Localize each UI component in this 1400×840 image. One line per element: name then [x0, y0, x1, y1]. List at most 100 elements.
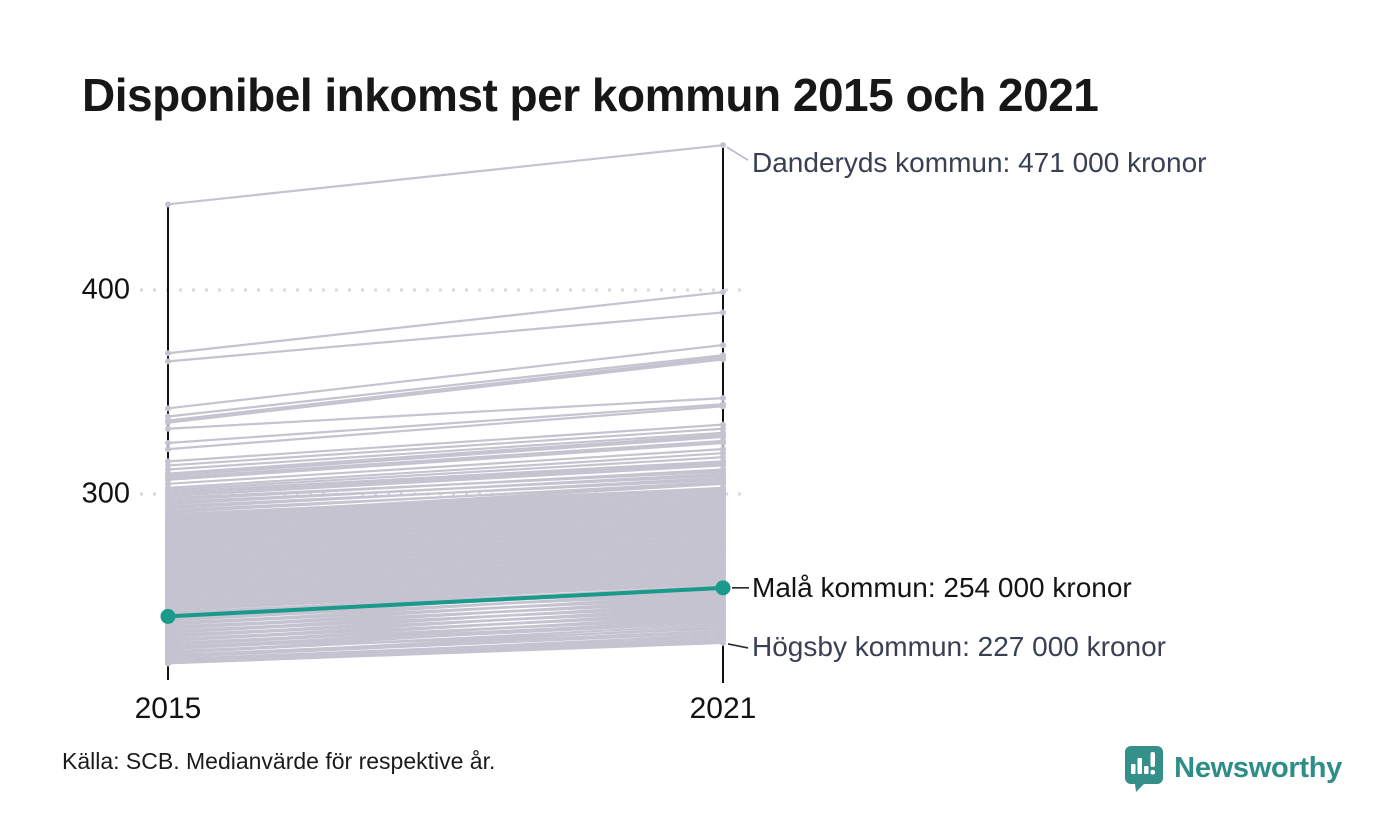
slope-dot-2015 [165, 440, 171, 446]
slope-line [167, 511, 724, 540]
slope-dot-2021 [720, 142, 726, 149]
slope-line [167, 470, 724, 500]
slope-line [167, 580, 724, 610]
slope-dot-2015 [165, 419, 171, 426]
slope-line [167, 576, 724, 606]
slope-line [167, 627, 724, 653]
slope-line [167, 452, 724, 489]
slope-line [167, 499, 724, 528]
slope-line [167, 435, 724, 477]
slope-line [167, 290, 724, 355]
slope-line [167, 482, 724, 512]
slope-line [167, 601, 724, 628]
slope-line [167, 564, 724, 594]
slope-line [167, 433, 724, 475]
slope-line [167, 568, 724, 598]
slope-line [167, 431, 724, 471]
slope-line [167, 527, 724, 557]
slope-line [167, 543, 724, 573]
slope-dot-2015 [165, 425, 171, 432]
slope-line [167, 552, 724, 581]
y-tick-label-400: 400 [81, 273, 130, 306]
slope-dot-2021 [720, 446, 726, 453]
slope-line [167, 507, 724, 536]
slope-line [167, 621, 724, 651]
background-slope-lines [165, 142, 726, 667]
annotation-mala: Malå kommun: 254 000 kronor [752, 571, 1132, 603]
slope-dot-2021 [720, 342, 726, 349]
slope-dot-2015 [165, 474, 171, 481]
leader-danderyd [726, 146, 749, 161]
slope-line [167, 560, 724, 589]
slope-line [167, 592, 724, 620]
slope-dot-2015 [165, 201, 171, 208]
slope-line [167, 448, 724, 485]
slope-line [167, 519, 724, 549]
highlight-line [167, 585, 724, 619]
slope-line [167, 405, 724, 451]
source-note: Källa: SCB. Medianvärde för respektive å… [62, 748, 496, 774]
newsworthy-icon [1125, 746, 1164, 792]
slope-line [167, 464, 724, 498]
slope-line [167, 494, 724, 524]
slope-line [167, 427, 724, 467]
slope-line [167, 456, 724, 492]
slope-line [167, 572, 724, 602]
newsworthy-logo: Newsworthy [1122, 744, 1342, 792]
annotation-danderyd: Danderyds kommun: 471 000 kronor [752, 147, 1207, 179]
slope-line [167, 609, 724, 636]
slope-line [167, 474, 724, 504]
slope-dot-2021 [720, 403, 726, 410]
leader-hogsby [727, 643, 749, 649]
slope-line [167, 439, 724, 479]
slope-line [167, 403, 724, 445]
slope-line [167, 397, 724, 430]
chart-title: Disponibel inkomst per kommun 2015 och 2… [82, 69, 1099, 121]
slope-line [167, 358, 724, 424]
slope-line [167, 596, 724, 624]
slope-line [167, 441, 724, 481]
slope-dot-2021 [720, 437, 726, 444]
x-axis-label-2021: 2021 [689, 692, 757, 725]
slope-line [167, 354, 724, 418]
slope-line [167, 635, 724, 661]
slope-line [167, 547, 724, 577]
slope-line [167, 486, 724, 516]
slope-line [167, 343, 724, 410]
slope-line [167, 535, 724, 565]
slope-dot-2021 [720, 356, 726, 363]
y-tick-label-300: 300 [81, 477, 130, 510]
slope-line [167, 423, 724, 463]
slope-line [167, 460, 724, 494]
slope-line [167, 617, 724, 645]
slope-line [167, 639, 724, 665]
slope-dot-2021 [720, 289, 726, 296]
x-axis-label-2015: 2015 [134, 692, 202, 725]
slope-line [167, 629, 724, 657]
slope-dot-2015 [165, 350, 171, 357]
slope-dot-2015 [165, 358, 171, 365]
slope-line [167, 311, 724, 363]
slope-line [167, 478, 724, 508]
highlight-dot-2021 [715, 580, 731, 596]
slope-dot-2021 [720, 395, 726, 402]
slope-line [167, 619, 724, 649]
slope-dot-2015 [165, 405, 171, 412]
slope-line [167, 539, 724, 569]
brand-name: Newsworthy [1174, 751, 1342, 784]
slope-line [167, 531, 724, 561]
slope-dot-2021 [720, 309, 726, 316]
highlight-slope-line [160, 580, 731, 624]
annotation-hogsby: Högsby kommun: 227 000 kronor [752, 630, 1166, 662]
slope-dot-2021 [720, 468, 726, 475]
slope-line [167, 462, 724, 496]
slope-dot-2021 [720, 625, 726, 632]
slope-line [167, 490, 724, 520]
slope-line [167, 556, 724, 585]
slope-dot-2015 [165, 446, 171, 453]
highlight-dot-2015 [160, 608, 176, 624]
slope-line [167, 356, 724, 422]
slope-line [167, 613, 724, 640]
